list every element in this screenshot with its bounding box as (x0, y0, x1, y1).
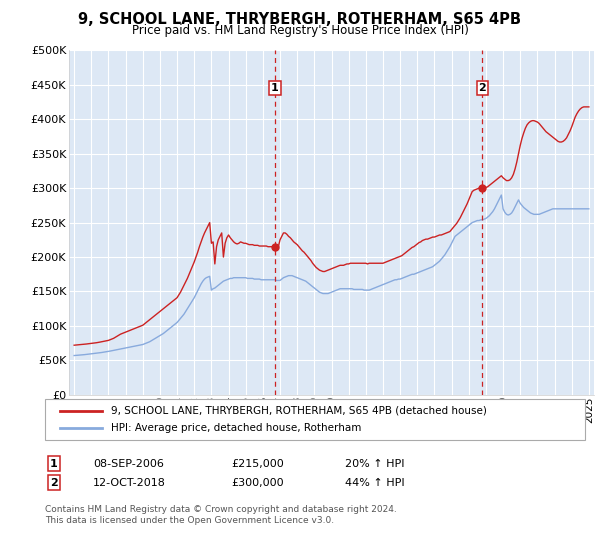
Text: 1: 1 (271, 83, 279, 94)
Text: 20% ↑ HPI: 20% ↑ HPI (345, 459, 404, 469)
Text: Contains HM Land Registry data © Crown copyright and database right 2024.
This d: Contains HM Land Registry data © Crown c… (45, 505, 397, 525)
Text: 9, SCHOOL LANE, THRYBERGH, ROTHERHAM, S65 4PB (detached house): 9, SCHOOL LANE, THRYBERGH, ROTHERHAM, S6… (111, 405, 487, 416)
Text: 12-OCT-2018: 12-OCT-2018 (93, 478, 166, 488)
Text: 9, SCHOOL LANE, THRYBERGH, ROTHERHAM, S65 4PB: 9, SCHOOL LANE, THRYBERGH, ROTHERHAM, S6… (79, 12, 521, 27)
Text: HPI: Average price, detached house, Rotherham: HPI: Average price, detached house, Roth… (111, 423, 361, 433)
Text: 2: 2 (50, 478, 58, 488)
Text: £215,000: £215,000 (231, 459, 284, 469)
Text: 2: 2 (479, 83, 487, 94)
Text: Price paid vs. HM Land Registry's House Price Index (HPI): Price paid vs. HM Land Registry's House … (131, 24, 469, 37)
Text: 1: 1 (50, 459, 58, 469)
Text: 44% ↑ HPI: 44% ↑ HPI (345, 478, 404, 488)
Text: £300,000: £300,000 (231, 478, 284, 488)
Text: 08-SEP-2006: 08-SEP-2006 (93, 459, 164, 469)
